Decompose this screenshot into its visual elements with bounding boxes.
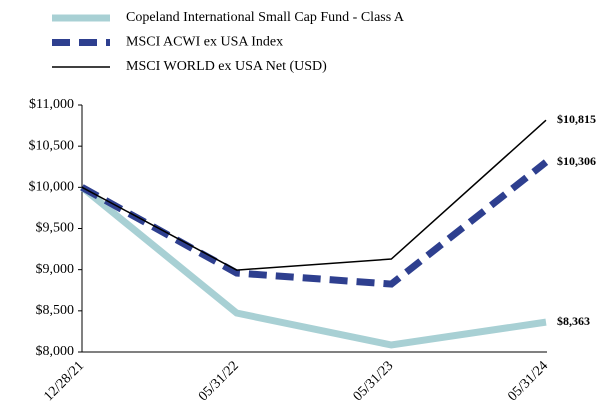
y-tick-label: $9,000 bbox=[36, 262, 75, 277]
y-tick-label: $10,500 bbox=[29, 138, 75, 153]
y-tick-label: $10,000 bbox=[29, 180, 75, 195]
x-tick-label: 05/31/22 bbox=[196, 358, 242, 404]
y-tick-label: $8,000 bbox=[36, 344, 75, 359]
legend-label: Copeland International Small Cap Fund - … bbox=[126, 10, 405, 25]
series-line bbox=[79, 184, 547, 349]
y-tick-label: $11,000 bbox=[29, 97, 74, 112]
x-tick-label: 05/31/23 bbox=[351, 358, 397, 404]
data-label: $10,306 bbox=[557, 154, 596, 168]
y-tick-label: $9,500 bbox=[36, 221, 75, 236]
legend-label: MSCI WORLD ex USA Net (USD) bbox=[126, 59, 327, 74]
y-tick-label: $8,500 bbox=[36, 303, 75, 318]
data-label: $10,815 bbox=[557, 112, 596, 126]
x-tick-label: 12/28/21 bbox=[41, 358, 87, 404]
series-line bbox=[81, 119, 547, 271]
data-label: $8,363 bbox=[557, 314, 590, 328]
series-line bbox=[80, 159, 549, 288]
legend-label: MSCI ACWI ex USA Index bbox=[126, 35, 283, 50]
x-tick-label: 05/31/24 bbox=[505, 358, 551, 404]
